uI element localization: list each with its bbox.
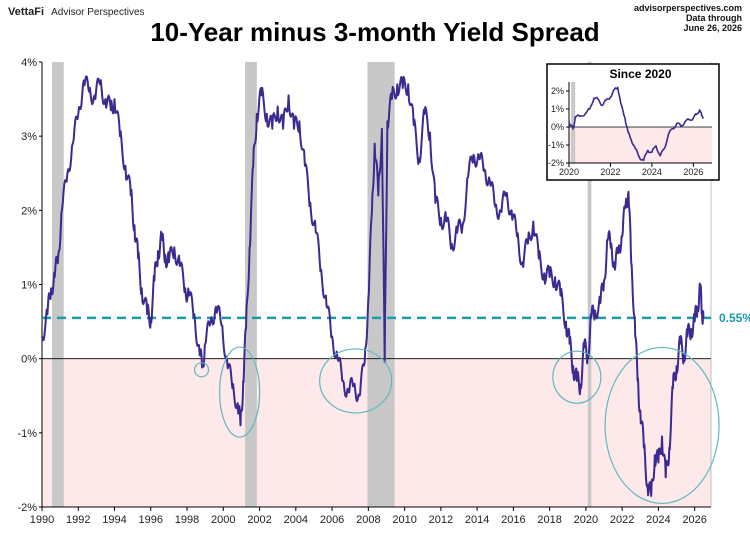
main-x-tick-label-1: 1992 — [66, 514, 90, 526]
inset-y-tick-label-2: 0% — [551, 122, 564, 132]
inset-title: Since 2020 — [609, 67, 671, 81]
main-inversion-circle-2 — [319, 348, 393, 414]
inset-x-tick-label-2: 2024 — [642, 167, 662, 177]
main-x-tick-label-6: 2002 — [247, 514, 271, 526]
main-x-tick-label-14: 2018 — [537, 514, 561, 526]
source-site: advisorperspectives.com — [633, 3, 742, 13]
main-inversion-circle-0 — [193, 362, 210, 378]
inset-x-tick-label-0: 2020 — [559, 167, 579, 177]
main-recession-band-1 — [245, 62, 257, 507]
vettafi-logo: VettaFi Advisor Perspectives — [8, 6, 145, 18]
main-inversion-circle-4 — [604, 346, 720, 505]
inset-y-tick-label-1: 1% — [551, 104, 564, 114]
chart-title: 10-Year minus 3-month Yield Spread — [150, 17, 600, 47]
main-y-tick-label-1: 3% — [21, 131, 37, 143]
brand-subtitle: Advisor Perspectives — [51, 7, 145, 18]
main-x-tick-label-12: 2014 — [465, 514, 489, 526]
data-through-label: Data through — [686, 13, 742, 23]
main-inversion-circle-1 — [219, 346, 261, 438]
main-x-tick-label-18: 2026 — [682, 514, 706, 526]
main-group: 4%3%2%1%0%-1%-2%1990 1992 1994 1996 1998 2000… — [17, 57, 750, 526]
main-x-tick-label-9: 2008 — [356, 514, 380, 526]
main-x-tick-label-5: 2000 — [211, 514, 235, 526]
main-y-tick-label-6: -2% — [17, 502, 37, 514]
main-x-tick-label-0: 1990 — [30, 514, 54, 526]
inset-x-tick-label-3: 2026 — [683, 167, 703, 177]
data-date: June 26, 2026 — [683, 23, 742, 33]
main-x-tick-label-17: 2024 — [646, 514, 670, 526]
main-x-tick-label-7: 2004 — [284, 514, 308, 526]
main-recession-band-0 — [51, 62, 64, 507]
main-x-tick-label-3: 1996 — [139, 514, 163, 526]
main-y-tick-label-3: 1% — [21, 280, 37, 292]
main-y-tick-label-2: 2% — [21, 205, 37, 217]
main-reference-label: 0.55% — [719, 311, 750, 325]
main-recession-band-3 — [587, 62, 592, 507]
inset-inversion-area — [569, 127, 712, 163]
main-inversion-circle-3 — [552, 350, 602, 404]
brand-name: VettaFi — [8, 6, 45, 18]
main-x-tick-label-8: 2006 — [320, 514, 344, 526]
inset-y-tick-label-0: 2% — [551, 86, 564, 96]
main-y-tick-label-0: 4% — [21, 57, 37, 69]
main-x-tick-label-10: 2010 — [392, 514, 416, 526]
main-x-tick-label-4: 1998 — [175, 514, 199, 526]
inset-y-tick-label-3: -1% — [548, 140, 564, 150]
inset-recession-band-0 — [571, 82, 576, 163]
inset-x-tick-label-1: 2022 — [600, 167, 620, 177]
main-x-tick-label-11: 2012 — [429, 514, 453, 526]
main-x-tick-label-15: 2020 — [574, 514, 598, 526]
source-info: advisorperspectives.com Data through Jun… — [634, 3, 742, 33]
main-x-tick-label-13: 2016 — [501, 514, 525, 526]
main-x-tick-label-2: 1994 — [102, 514, 126, 526]
inset-series-line-0 — [568, 86, 705, 162]
inset-group: 2% 1% 0% -1% -2%2020 2022 2024 2026 Since 2020 — [546, 63, 720, 181]
main-y-tick-label-4: 0% — [21, 354, 37, 366]
inset-y-tick-label-4: -2% — [548, 158, 564, 168]
main-x-tick-label-16: 2022 — [610, 514, 634, 526]
main-y-tick-label-5: -1% — [17, 428, 37, 440]
